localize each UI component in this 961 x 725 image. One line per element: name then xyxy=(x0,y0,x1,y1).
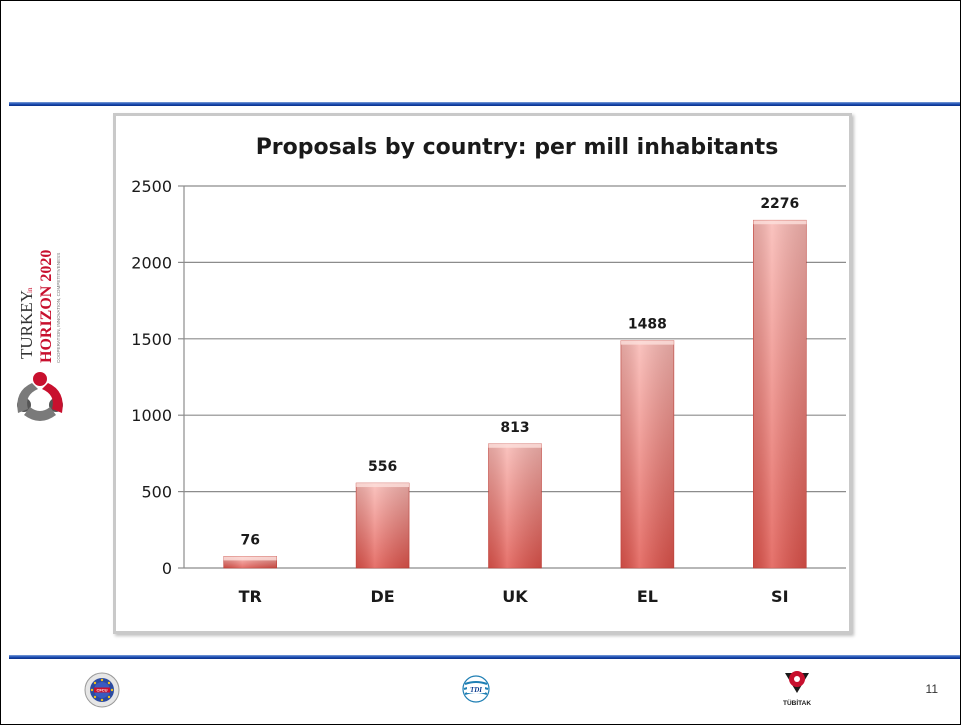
side-logo-text-turkey: TURKEY xyxy=(17,290,36,359)
y-tick-label: 0 xyxy=(162,559,172,578)
x-tick-label-uk: UK xyxy=(502,587,528,606)
y-tick-label: 1500 xyxy=(131,330,172,349)
bar-cap-tr xyxy=(223,556,277,561)
side-logo-text-tagline: COOPERATION, INNOVATION, COMPETITIVENESS xyxy=(56,253,61,363)
bar-sheen-de xyxy=(356,483,410,568)
side-logo-text-horizon: HORIZON 2020 xyxy=(38,250,55,363)
data-label-si: 2276 xyxy=(760,196,799,212)
cfcu-logo: CFCU xyxy=(84,672,120,708)
tdi-logo: TDI xyxy=(462,675,490,703)
bar-chart: Proposals by country: per mill inhabitan… xyxy=(131,135,846,606)
y-tick-label: 1000 xyxy=(131,406,172,425)
page-number: 11 xyxy=(925,682,938,696)
x-tick-label-tr: TR xyxy=(239,587,262,606)
side-logo-text-in: in xyxy=(26,287,34,293)
bar-sheen-uk xyxy=(488,443,542,568)
y-tick-label: 2500 xyxy=(131,177,172,196)
bar-sheen-tr xyxy=(223,556,277,568)
bar-cap-el xyxy=(620,340,674,345)
chart-frame: Proposals by country: per mill inhabitan… xyxy=(113,113,852,634)
turkey-horizon-2020-logo: TURKEY in HORIZON 2020 COOPERATION, INNO… xyxy=(17,250,63,421)
data-label-tr: 76 xyxy=(240,532,259,548)
x-tick-label-si: SI xyxy=(771,587,788,606)
bar-cap-uk xyxy=(488,443,542,448)
y-tick-label: 2000 xyxy=(131,253,172,272)
bar-cap-si xyxy=(753,220,807,225)
cfcu-logo-text: CFCU xyxy=(96,688,107,693)
x-tick-label-de: DE xyxy=(370,587,394,606)
chart-title: Proposals by country: per mill inhabitan… xyxy=(256,135,779,160)
y-tick-label: 500 xyxy=(141,483,172,502)
tubitak-logo: TÜBİTAK xyxy=(783,671,811,707)
tdi-logo-text: TDI xyxy=(470,686,482,694)
header-rule xyxy=(9,102,960,106)
footer-rule xyxy=(9,655,960,659)
bar-sheen-el xyxy=(620,340,674,568)
tubitak-logo-text: TÜBİTAK xyxy=(783,698,811,707)
x-tick-label-el: EL xyxy=(637,587,658,606)
bar-cap-de xyxy=(356,483,410,488)
data-label-de: 556 xyxy=(368,459,397,475)
bar-sheen-si xyxy=(753,220,807,568)
data-label-uk: 813 xyxy=(500,420,529,436)
data-label-el: 1488 xyxy=(628,317,667,333)
